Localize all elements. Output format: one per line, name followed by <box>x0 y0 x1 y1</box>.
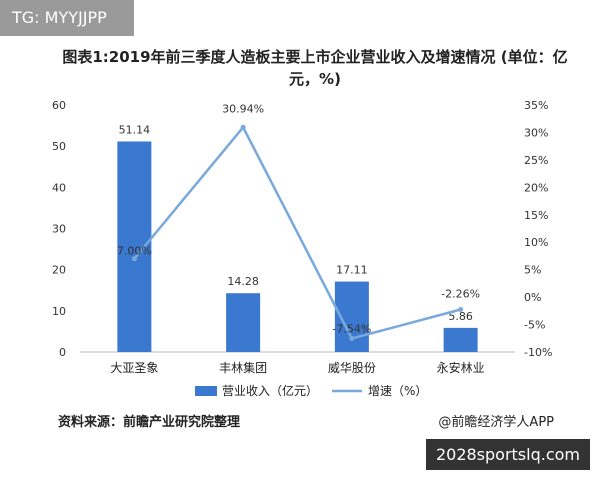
legend-line-label: 增速（%） <box>368 384 427 398</box>
right-tick-label: 30% <box>524 126 548 139</box>
line-value-labels: 7.00% 30.94% -7.54% -2.26% <box>117 102 480 335</box>
category-label: 永安林业 <box>437 360 485 375</box>
tag-label: TG: MYYJJPP <box>0 0 134 36</box>
left-tick-label: 20 <box>52 264 66 277</box>
category-label: 丰林集团 <box>219 360 267 375</box>
left-tick-label: 30 <box>52 223 66 236</box>
left-tick-label: 40 <box>52 181 66 194</box>
growth-line <box>133 125 461 340</box>
bar-series <box>117 141 478 352</box>
brand-credit: @前瞻经济学人APP <box>438 415 554 430</box>
line-value-label: 7.00% <box>117 245 152 258</box>
source-note: 资料来源：前瞻产业研究院整理 <box>58 415 241 430</box>
line-point <box>131 256 137 262</box>
site-badge: 2028sportslq.com <box>425 439 590 470</box>
right-tick-label: 10% <box>524 236 548 249</box>
category-labels: 大亚圣象 丰林集团 威华股份 永安林业 <box>110 360 484 375</box>
bar <box>443 327 478 352</box>
category-label: 大亚圣象 <box>110 361 158 375</box>
left-tick-label: 0 <box>59 346 66 359</box>
line-value-label: -2.26% <box>441 288 480 301</box>
line-point <box>349 335 355 341</box>
left-tick-label: 60 <box>52 99 66 112</box>
left-tick-label: 50 <box>52 140 66 153</box>
legend-bar-swatch <box>195 386 217 396</box>
right-tick-label: 5% <box>524 264 541 277</box>
bar <box>226 293 261 352</box>
left-tick-label: 10 <box>52 305 66 318</box>
bar-value-label: 17.11 <box>336 264 368 277</box>
left-axis: 0 10 20 30 40 50 60 <box>52 99 66 359</box>
chart-title: 图表1:2019年前三季度人造板主要上市企业营业收入及增速情况 (单位：亿元，%… <box>62 48 568 88</box>
line-value-label: 30.94% <box>222 102 264 115</box>
legend: 营业收入（亿元） 增速（%） <box>195 383 427 398</box>
right-tick-label: -5% <box>524 319 545 332</box>
right-tick-label: 25% <box>524 154 548 167</box>
bar-value-label: 14.28 <box>227 275 259 288</box>
line-value-label: -7.54% <box>332 322 371 335</box>
category-label: 威华股份 <box>328 361 376 375</box>
right-tick-label: 0% <box>524 291 541 304</box>
line-series <box>131 124 464 341</box>
right-tick-label: -10% <box>524 346 552 359</box>
line-point <box>458 307 464 313</box>
bar-value-label: 5.86 <box>448 310 473 323</box>
right-tick-label: 35% <box>524 99 548 112</box>
right-axis: -10% -5% 0% 5% 10% 15% 20% 25% 30% 35% <box>524 99 552 359</box>
bar-value-label: 51.14 <box>119 123 151 136</box>
line-point <box>240 124 246 130</box>
right-tick-label: 20% <box>524 181 548 194</box>
right-tick-label: 15% <box>524 209 548 222</box>
legend-bar-label: 营业收入（亿元） <box>222 383 318 398</box>
bar-value-labels: 51.14 14.28 17.11 5.86 <box>119 123 473 322</box>
